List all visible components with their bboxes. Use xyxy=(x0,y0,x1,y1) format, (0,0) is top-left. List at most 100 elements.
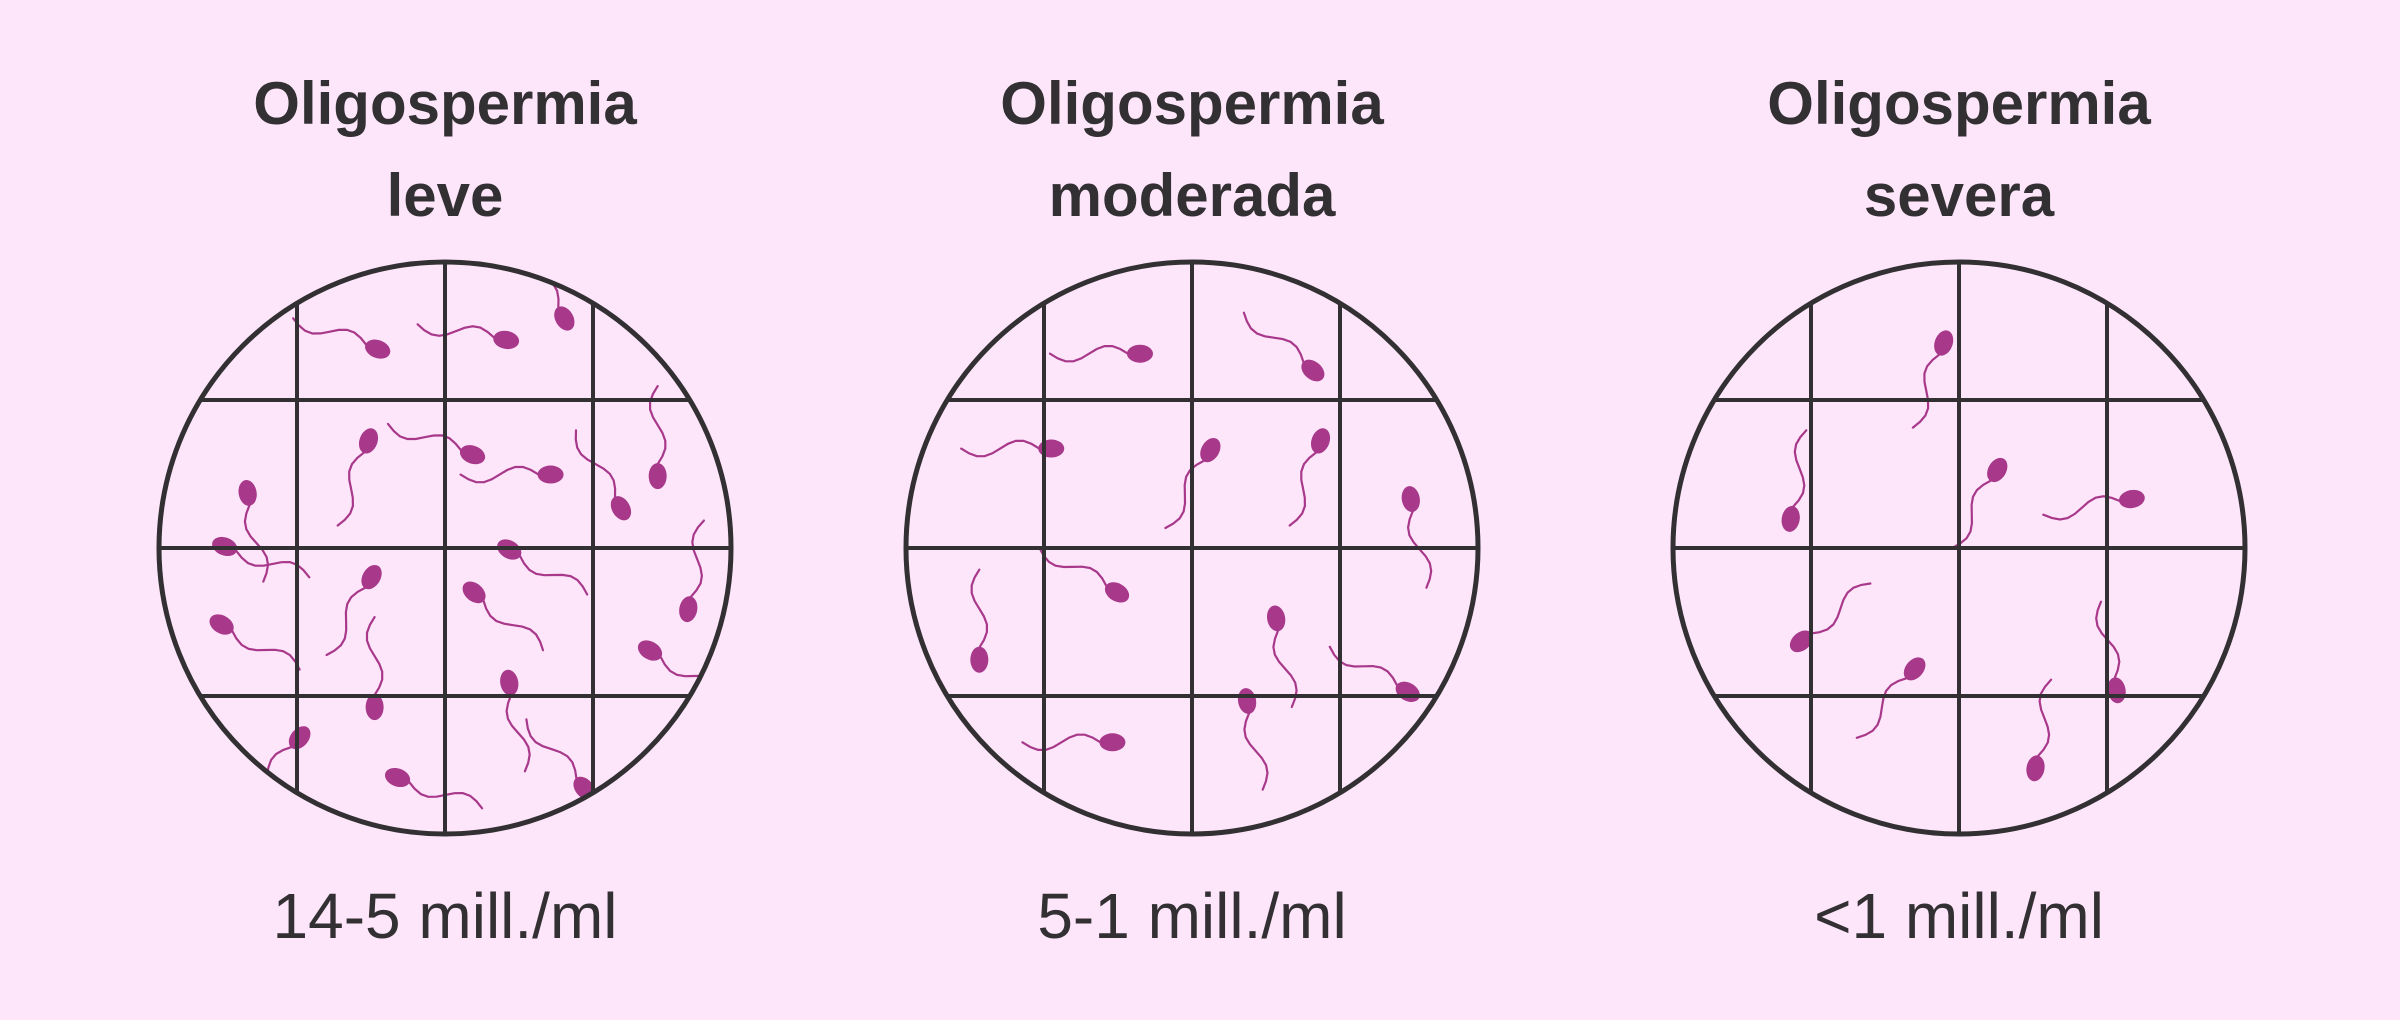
sperm-head xyxy=(1934,330,1954,356)
sperm-head xyxy=(610,496,632,521)
sperm-head xyxy=(1301,359,1325,382)
sperm-head xyxy=(637,640,663,661)
sperm-tail xyxy=(1809,582,1872,635)
sperm-head xyxy=(1903,657,1926,681)
sperm-head xyxy=(1395,681,1420,702)
sperm-head xyxy=(970,646,989,673)
sperm-tail xyxy=(1048,345,1130,363)
sperm-head xyxy=(462,581,486,604)
sperm-head xyxy=(1267,605,1286,632)
sperm-tail xyxy=(1038,546,1108,589)
sperm-cell xyxy=(1038,546,1130,603)
sperm-tail xyxy=(649,385,667,466)
concentration-label: <1 mill./ml xyxy=(1814,880,2104,952)
sperm-head xyxy=(537,465,564,484)
sperm-tail xyxy=(2042,495,2123,521)
sperm-head xyxy=(1099,733,1126,752)
sperm-cell xyxy=(679,519,705,623)
sperm-tail xyxy=(1164,459,1207,530)
sperm-head xyxy=(1781,506,1800,532)
sperm-tail xyxy=(459,465,540,484)
concentration-label: 14-5 mill./ml xyxy=(272,880,618,952)
sperm-tail xyxy=(525,718,578,781)
microscope-circle xyxy=(1670,259,2248,837)
sperm-cell xyxy=(384,767,484,810)
sperm-cell xyxy=(1164,437,1221,530)
sperm-tail xyxy=(336,451,366,527)
sperm-head xyxy=(365,339,391,359)
panel-title: Oligospermia severa xyxy=(1559,58,2359,242)
sperm-tail xyxy=(970,568,988,650)
sperm-cell xyxy=(1242,311,1325,382)
title-line2: moderada xyxy=(1048,162,1336,229)
sperm-tail xyxy=(230,629,301,671)
sperm-tail xyxy=(1242,311,1306,364)
sperm-head xyxy=(2026,755,2045,782)
sperm-cell xyxy=(970,568,989,673)
sperm-tail xyxy=(416,323,496,339)
sperm-tail xyxy=(292,317,368,347)
sperm-tail xyxy=(960,439,1041,458)
sperm-head xyxy=(1401,486,1420,512)
sperm-tail xyxy=(1951,479,1994,549)
sperm-tail xyxy=(2036,678,2053,758)
sperm-tail xyxy=(1791,429,1808,509)
sperm-tail xyxy=(1021,733,1102,751)
sperm-tail xyxy=(574,429,617,499)
sperm-cell xyxy=(518,262,575,331)
sperm-tail xyxy=(1855,676,1909,739)
sperm-head xyxy=(1987,457,2008,483)
sperm-tail xyxy=(1406,509,1433,589)
sperm-cell xyxy=(525,718,596,800)
panel-severa: Oligospermia severa <1 mill./ml xyxy=(1559,0,2359,1020)
sperm-cell xyxy=(1781,429,1808,532)
sperm-head xyxy=(1200,437,1221,463)
sperm-tail xyxy=(518,553,589,596)
sperm-head xyxy=(238,480,257,506)
sperm-head xyxy=(358,428,379,454)
sperm-head xyxy=(459,445,486,465)
sperm-tail xyxy=(1288,451,1318,527)
sperm-cell xyxy=(2026,678,2053,782)
sperm-cell xyxy=(2042,489,2145,521)
sperm-cell xyxy=(336,428,379,527)
sperm-tail xyxy=(406,780,484,810)
sperm-cell xyxy=(2095,600,2126,704)
sperm-head xyxy=(493,330,520,350)
sperm-cell xyxy=(574,429,632,521)
field-1 xyxy=(960,311,1433,791)
sperm-head xyxy=(554,306,575,331)
title-line2: leve xyxy=(386,162,504,229)
sperm-tail xyxy=(1911,353,1941,429)
sperm-cell xyxy=(1401,486,1433,589)
sperm-cell xyxy=(292,317,391,359)
sperm-head xyxy=(648,463,667,490)
panel-title: Oligospermia leve xyxy=(45,58,845,242)
sperm-head xyxy=(1126,344,1153,363)
sperm-head xyxy=(1310,428,1331,454)
sperm-cell xyxy=(212,536,311,579)
sperm-head xyxy=(500,669,519,696)
panel-moderada: Oligospermia moderada 5-1 mill./ml xyxy=(792,0,1592,1020)
sperm-cell xyxy=(462,581,545,652)
sperm-cell xyxy=(459,465,564,484)
sperm-tail xyxy=(243,501,270,583)
sperm-cell xyxy=(1911,330,1954,429)
microscope-circle xyxy=(903,259,1481,837)
sperm-head xyxy=(1237,688,1257,714)
concentration-label: 5-1 mill./ml xyxy=(1037,880,1347,952)
sperm-tail xyxy=(365,616,384,697)
sperm-cell xyxy=(1237,688,1269,791)
sperm-tail xyxy=(2095,600,2121,680)
sperm-tail xyxy=(505,693,531,773)
title-line1: Oligospermia xyxy=(1767,70,2151,137)
sperm-tail xyxy=(325,586,368,657)
sperm-cell xyxy=(500,669,531,773)
sperm-head xyxy=(1789,630,1813,653)
sperm-cell xyxy=(1288,428,1331,527)
title-line1: Oligospermia xyxy=(253,70,637,137)
sperm-cell xyxy=(325,564,382,657)
sperm-cell xyxy=(1855,657,1926,739)
sperm-cell xyxy=(209,614,301,671)
